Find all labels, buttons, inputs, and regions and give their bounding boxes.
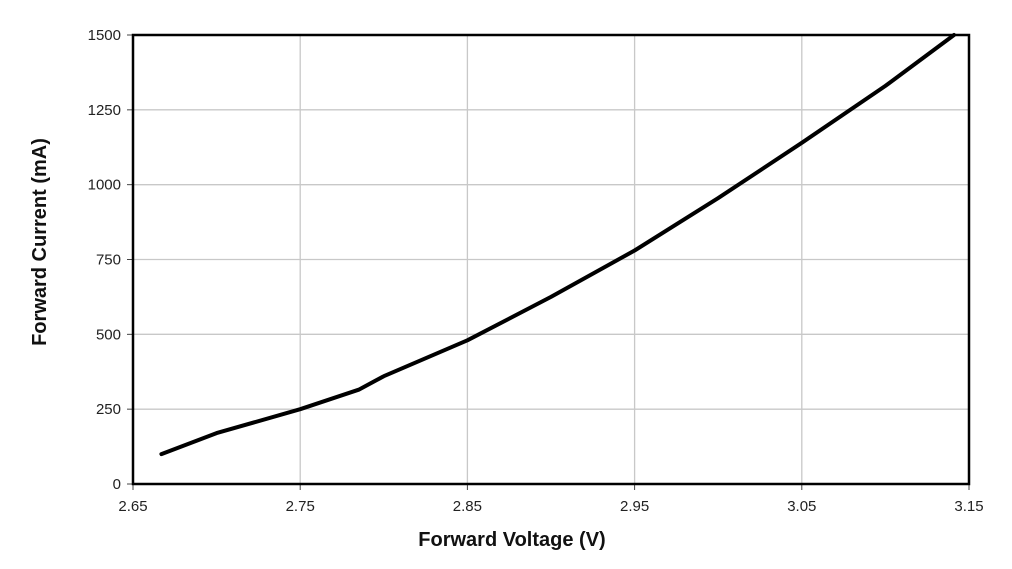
x-axis-ticks: 2.65 2.75 2.85 2.95 3.05 3.15 [118, 484, 984, 515]
x-axis-label: Forward Voltage (V) [418, 529, 605, 551]
x-tick-label: 3.15 [954, 498, 983, 515]
y-tick-label: 250 [96, 401, 121, 418]
y-tick-label: 500 [96, 326, 121, 343]
y-tick-label: 1500 [88, 27, 121, 44]
y-tick-label: 750 [96, 252, 121, 269]
y-axis-ticks: 0 250 500 750 1000 1250 1500 [88, 27, 133, 493]
y-axis-label: Forward Current (mA) [29, 138, 51, 346]
series-line-forward-current [159, 33, 956, 457]
plot-frame [131, 33, 971, 486]
x-tick-label: 2.75 [286, 498, 315, 515]
x-tick-label: 3.05 [787, 498, 816, 515]
grid-lines [132, 34, 970, 485]
y-tick-label: 1250 [88, 102, 121, 119]
x-tick-label: 2.85 [453, 498, 482, 515]
x-tick-label: 2.65 [118, 498, 147, 515]
y-tick-label: 1000 [88, 177, 121, 194]
y-tick-label: 0 [113, 476, 121, 493]
series-group [159, 33, 956, 457]
x-tick-label: 2.95 [620, 498, 649, 515]
